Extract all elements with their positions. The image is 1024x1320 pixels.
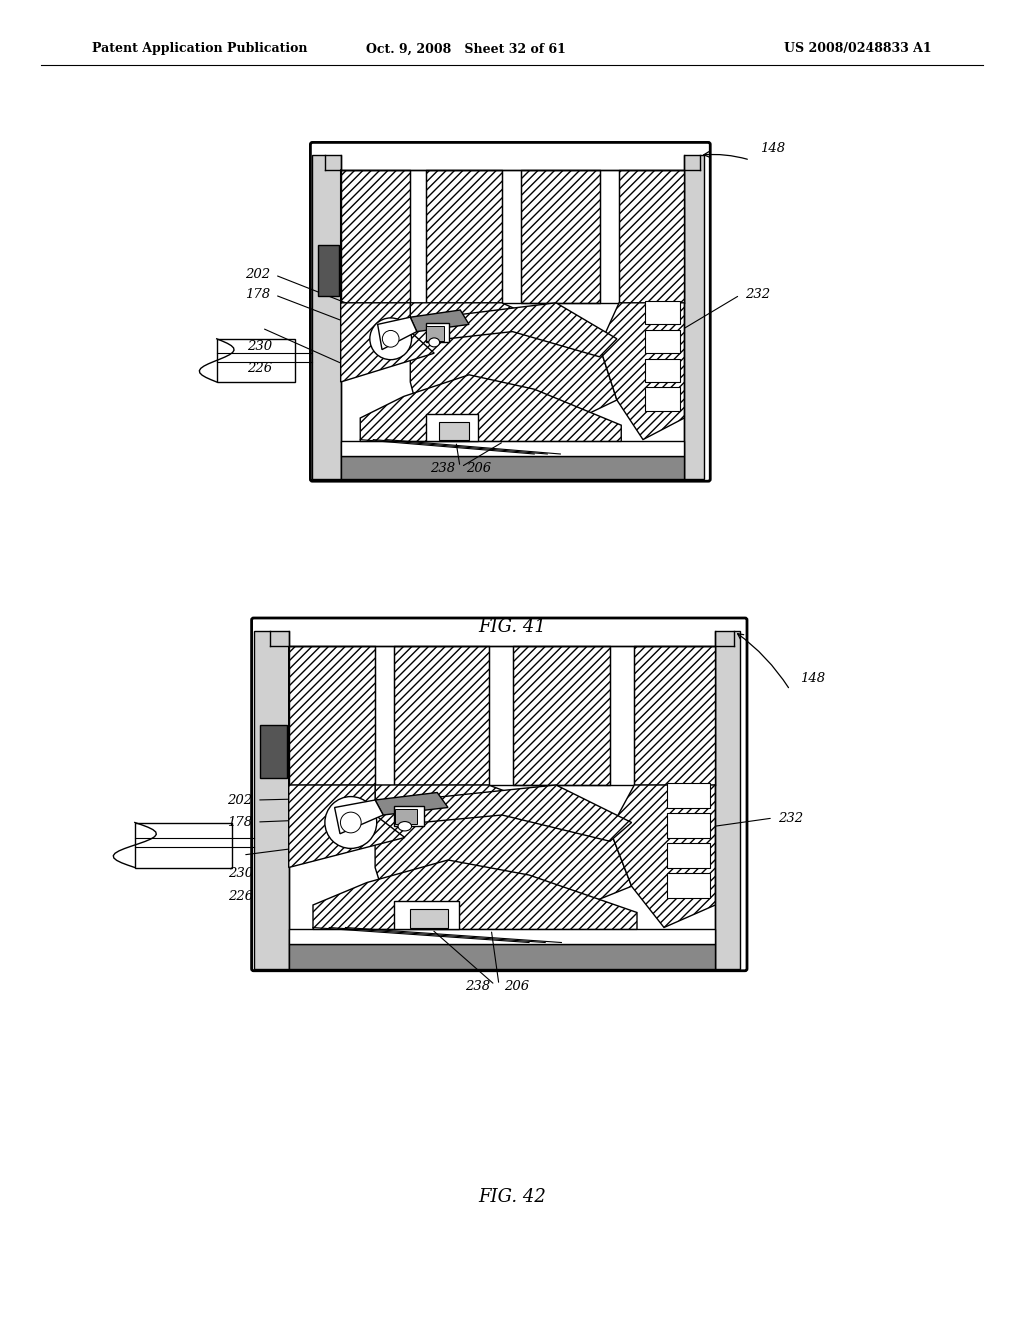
Polygon shape <box>289 647 404 867</box>
Circle shape <box>370 318 412 359</box>
Bar <box>645 330 680 354</box>
Bar <box>341 455 684 479</box>
Text: 148: 148 <box>760 143 785 154</box>
Polygon shape <box>411 310 469 331</box>
Text: 178: 178 <box>245 289 270 301</box>
Text: 232: 232 <box>778 812 803 825</box>
Polygon shape <box>599 302 684 440</box>
Bar <box>260 725 287 777</box>
Polygon shape <box>438 302 616 356</box>
Text: 202: 202 <box>227 793 252 807</box>
Bar <box>426 326 443 341</box>
Bar <box>426 322 450 342</box>
Bar <box>135 822 232 867</box>
Bar <box>317 246 339 296</box>
Text: Oct. 9, 2008   Sheet 32 of 61: Oct. 9, 2008 Sheet 32 of 61 <box>366 42 566 55</box>
Text: 226: 226 <box>228 890 253 903</box>
Polygon shape <box>375 792 449 814</box>
Text: FIG. 42: FIG. 42 <box>478 1188 546 1206</box>
Bar <box>289 647 375 785</box>
Bar <box>620 169 684 302</box>
Circle shape <box>325 796 377 849</box>
Text: US 2008/0248833 A1: US 2008/0248833 A1 <box>784 42 932 55</box>
Circle shape <box>382 330 399 347</box>
Bar <box>289 944 716 969</box>
Bar <box>217 339 295 381</box>
Bar <box>341 169 411 302</box>
Bar <box>684 156 703 479</box>
Bar <box>289 929 716 944</box>
Text: 232: 232 <box>745 289 770 301</box>
Text: 178: 178 <box>227 816 252 829</box>
Bar <box>394 902 459 929</box>
Bar <box>394 805 424 826</box>
Bar <box>426 414 478 441</box>
Polygon shape <box>341 169 434 381</box>
Text: 202: 202 <box>245 268 270 281</box>
Bar <box>667 873 710 898</box>
Bar <box>254 631 289 969</box>
Text: 206: 206 <box>504 979 529 993</box>
Bar <box>645 359 680 381</box>
Polygon shape <box>610 785 716 928</box>
Text: 206: 206 <box>466 462 492 475</box>
Bar <box>513 647 610 785</box>
Text: 238: 238 <box>430 462 455 475</box>
Bar <box>667 843 710 867</box>
Text: Patent Application Publication: Patent Application Publication <box>92 42 307 55</box>
Bar <box>667 783 710 808</box>
Polygon shape <box>375 785 632 928</box>
Ellipse shape <box>429 338 439 347</box>
Text: 230: 230 <box>247 341 272 352</box>
Bar <box>645 301 680 325</box>
Polygon shape <box>411 302 616 440</box>
FancyBboxPatch shape <box>310 143 711 482</box>
Bar <box>667 813 710 837</box>
Text: 148: 148 <box>800 672 825 685</box>
Bar <box>645 387 680 411</box>
Bar <box>312 156 341 479</box>
Text: 230: 230 <box>228 867 253 880</box>
Polygon shape <box>378 317 417 350</box>
Polygon shape <box>411 785 632 841</box>
FancyBboxPatch shape <box>252 618 746 970</box>
Circle shape <box>340 812 361 833</box>
Ellipse shape <box>398 821 412 830</box>
Text: 226: 226 <box>247 362 272 375</box>
Bar <box>438 421 469 440</box>
Polygon shape <box>335 800 383 834</box>
Bar <box>411 908 449 928</box>
Text: 238: 238 <box>465 979 490 993</box>
Text: FIG. 41: FIG. 41 <box>478 618 546 636</box>
Bar <box>341 441 684 455</box>
Bar <box>634 647 716 785</box>
Polygon shape <box>360 375 622 441</box>
Bar <box>521 169 599 302</box>
Bar <box>395 809 417 825</box>
Bar <box>426 169 502 302</box>
Bar <box>716 631 739 969</box>
Bar <box>394 647 488 785</box>
Polygon shape <box>313 861 637 929</box>
